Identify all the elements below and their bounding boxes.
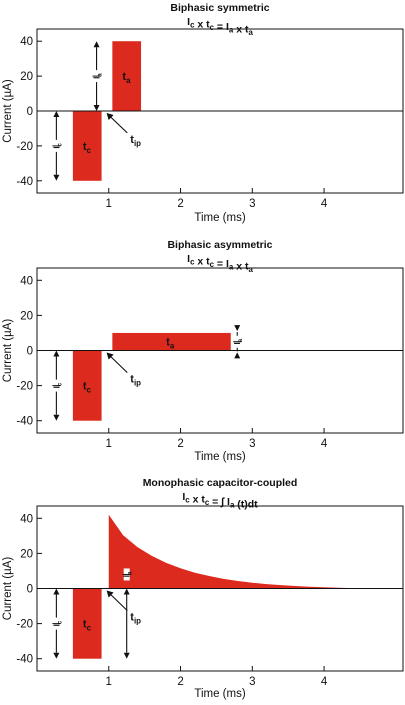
y-tick-label: -40 — [16, 176, 33, 188]
pulse-bar-2 — [112, 41, 142, 111]
chart-subtitle: Ic x tc = Ia x ta — [187, 16, 253, 37]
amplitude-arrow-head-top — [123, 588, 130, 595]
x-axis-label: Time (ms) — [194, 212, 245, 224]
amplitude-label: Ia — [93, 73, 104, 79]
amplitude-arrow-head-bottom — [93, 105, 100, 111]
x-tick-label: 3 — [249, 198, 255, 210]
y-axis-label: Current (µA) — [2, 557, 14, 621]
label-ta: ta — [122, 71, 131, 85]
label-ta: ta — [166, 337, 175, 351]
x-tick-label: 4 — [321, 198, 328, 210]
y-axis-label: Current (µA) — [2, 319, 14, 383]
y-tick-label: 40 — [20, 36, 33, 48]
x-tick-label: 1 — [106, 676, 112, 688]
decay-area — [108, 514, 368, 589]
tip-arrow-head — [106, 113, 114, 120]
y-tick-label: -20 — [16, 381, 33, 393]
y-tick-label: 0 — [27, 584, 33, 596]
x-axis-label: Time (ms) — [194, 688, 245, 700]
chart-subtitle: Ic x tc = ∫ Ia (t)dt — [182, 491, 258, 511]
label-tc: tc — [83, 619, 92, 633]
pulse-bar-1 — [72, 350, 102, 421]
chart-panel-1: Biphasic symmetric Ic x tc = Ia x ta 40 20 0… — [2, 2, 404, 224]
pulse-bar-1 — [72, 111, 102, 181]
amplitude-label: Ia — [123, 571, 134, 577]
tip-arrow-line — [109, 593, 128, 611]
amplitude-arrow-head-bottom — [123, 652, 130, 659]
y-tick-label: 0 — [27, 346, 33, 358]
amplitude-arrow-head-top — [53, 350, 60, 357]
x-tick-label: 2 — [177, 198, 183, 210]
y-tick-label: -40 — [16, 416, 33, 428]
x-tick-label: 1 — [106, 198, 112, 210]
label-tip: tip — [130, 612, 141, 626]
pulse-bar-1 — [72, 588, 102, 659]
y-tick-label: -20 — [16, 141, 33, 153]
amplitude-arrow-head-bottom — [53, 174, 60, 181]
y-tick-label: 20 — [20, 310, 33, 322]
tip-arrow-head — [106, 590, 114, 598]
amplitude-arrow-head-top — [234, 325, 241, 332]
y-tick-label: 20 — [20, 71, 33, 83]
label-tc: tc — [83, 141, 92, 155]
amplitude-label: Ic — [52, 620, 63, 626]
tip-arrow-line — [109, 355, 128, 373]
y-tick-label: 0 — [27, 106, 33, 118]
x-tick-label: 3 — [249, 438, 255, 450]
amplitude-arrow-head-bottom — [234, 352, 241, 359]
chart-title: Monophasic capacitor-coupled — [143, 477, 298, 489]
label-tc: tc — [83, 381, 92, 395]
pulse-bar-2 — [112, 332, 231, 351]
amplitude-arrow-head-top — [93, 41, 100, 48]
chart-title: Biphasic symmetric — [170, 2, 269, 14]
x-tick-label: 1 — [106, 438, 112, 450]
amplitude-arrow-head-bottom — [53, 414, 60, 421]
y-tick-label: 40 — [20, 275, 33, 287]
label-tip: tip — [130, 374, 141, 388]
y-tick-label: 40 — [20, 513, 33, 525]
x-axis-label: Time (ms) — [194, 451, 245, 463]
amplitude-arrow-head-top — [53, 111, 60, 117]
x-tick-label: 2 — [177, 676, 183, 688]
y-tick-label: -20 — [16, 619, 33, 631]
y-axis-label: Current (µA) — [2, 79, 14, 143]
amplitude-label: Ia — [233, 338, 244, 344]
chart-panel-3: Monophasic capacitor-coupled Ic x tc = ∫ … — [2, 477, 404, 700]
label-tip: tip — [130, 134, 141, 148]
chart-title: Biphasic asymmetric — [167, 239, 272, 251]
amplitude-label: Ic — [52, 142, 63, 148]
tip-arrow-head — [106, 352, 114, 360]
chart-subtitle: Ic x tc = Ia x ta — [187, 253, 253, 274]
tip-arrow-line — [109, 115, 128, 134]
amplitude-arrow-head-bottom — [53, 652, 60, 659]
amplitude-label: Ic — [52, 382, 63, 388]
x-tick-label: 4 — [321, 676, 328, 688]
y-tick-label: -40 — [16, 654, 33, 666]
x-tick-label: 2 — [177, 438, 183, 450]
y-tick-label: 20 — [20, 548, 33, 560]
amplitude-arrow-head-top — [53, 588, 60, 595]
x-tick-label: 3 — [249, 676, 255, 688]
x-tick-label: 4 — [321, 438, 328, 450]
